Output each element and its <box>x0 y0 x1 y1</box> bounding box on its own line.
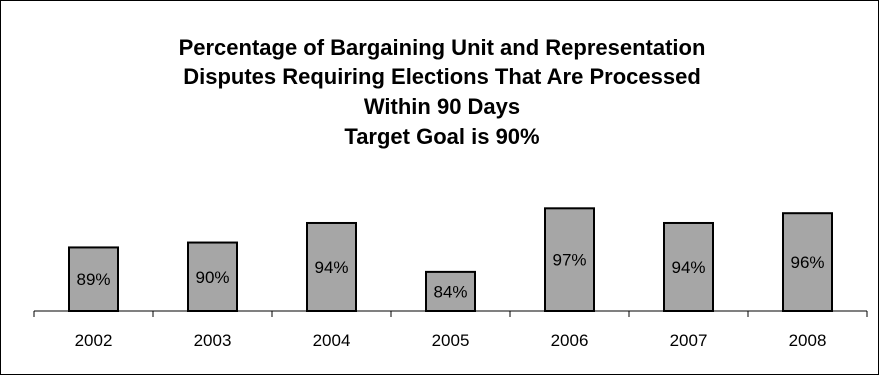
data-label-2002: 89% <box>76 270 110 289</box>
chart-title-line-4: Target Goal is 90% <box>344 124 539 149</box>
data-label-2008: 96% <box>790 253 824 272</box>
chart-title-line-1: Percentage of Bargaining Unit and Repres… <box>179 35 706 60</box>
chart-title-line-3: Within 90 Days <box>364 94 520 119</box>
chart-title-line-2: Disputes Requiring Elections That Are Pr… <box>183 64 701 89</box>
bar-2007 <box>663 221 714 312</box>
data-label-2006: 97% <box>552 251 586 270</box>
data-label-2003: 90% <box>195 268 229 287</box>
x-tick-label-2005: 2005 <box>432 331 470 350</box>
data-label-2005: 84% <box>433 282 467 301</box>
data-label-2007: 94% <box>671 258 705 277</box>
data-label-2004: 94% <box>314 258 348 277</box>
chart-title: Percentage of Bargaining Unit and Repres… <box>179 35 706 149</box>
x-tick-label-2004: 2004 <box>313 331 351 350</box>
x-tick-label-2002: 2002 <box>75 331 113 350</box>
bar-2005 <box>425 270 476 313</box>
x-tick-label-2008: 2008 <box>789 331 827 350</box>
x-tick-label-2006: 2006 <box>551 331 589 350</box>
x-tick-label-2007: 2007 <box>670 331 708 350</box>
x-axis: 2002 2003 2004 2005 2006 2007 2008 <box>33 310 868 350</box>
bars-group: 89% 90% 94% 84% 97% 94% 96% <box>68 207 833 313</box>
bar-2002 <box>68 246 119 312</box>
x-tick-label-2003: 2003 <box>194 331 232 350</box>
